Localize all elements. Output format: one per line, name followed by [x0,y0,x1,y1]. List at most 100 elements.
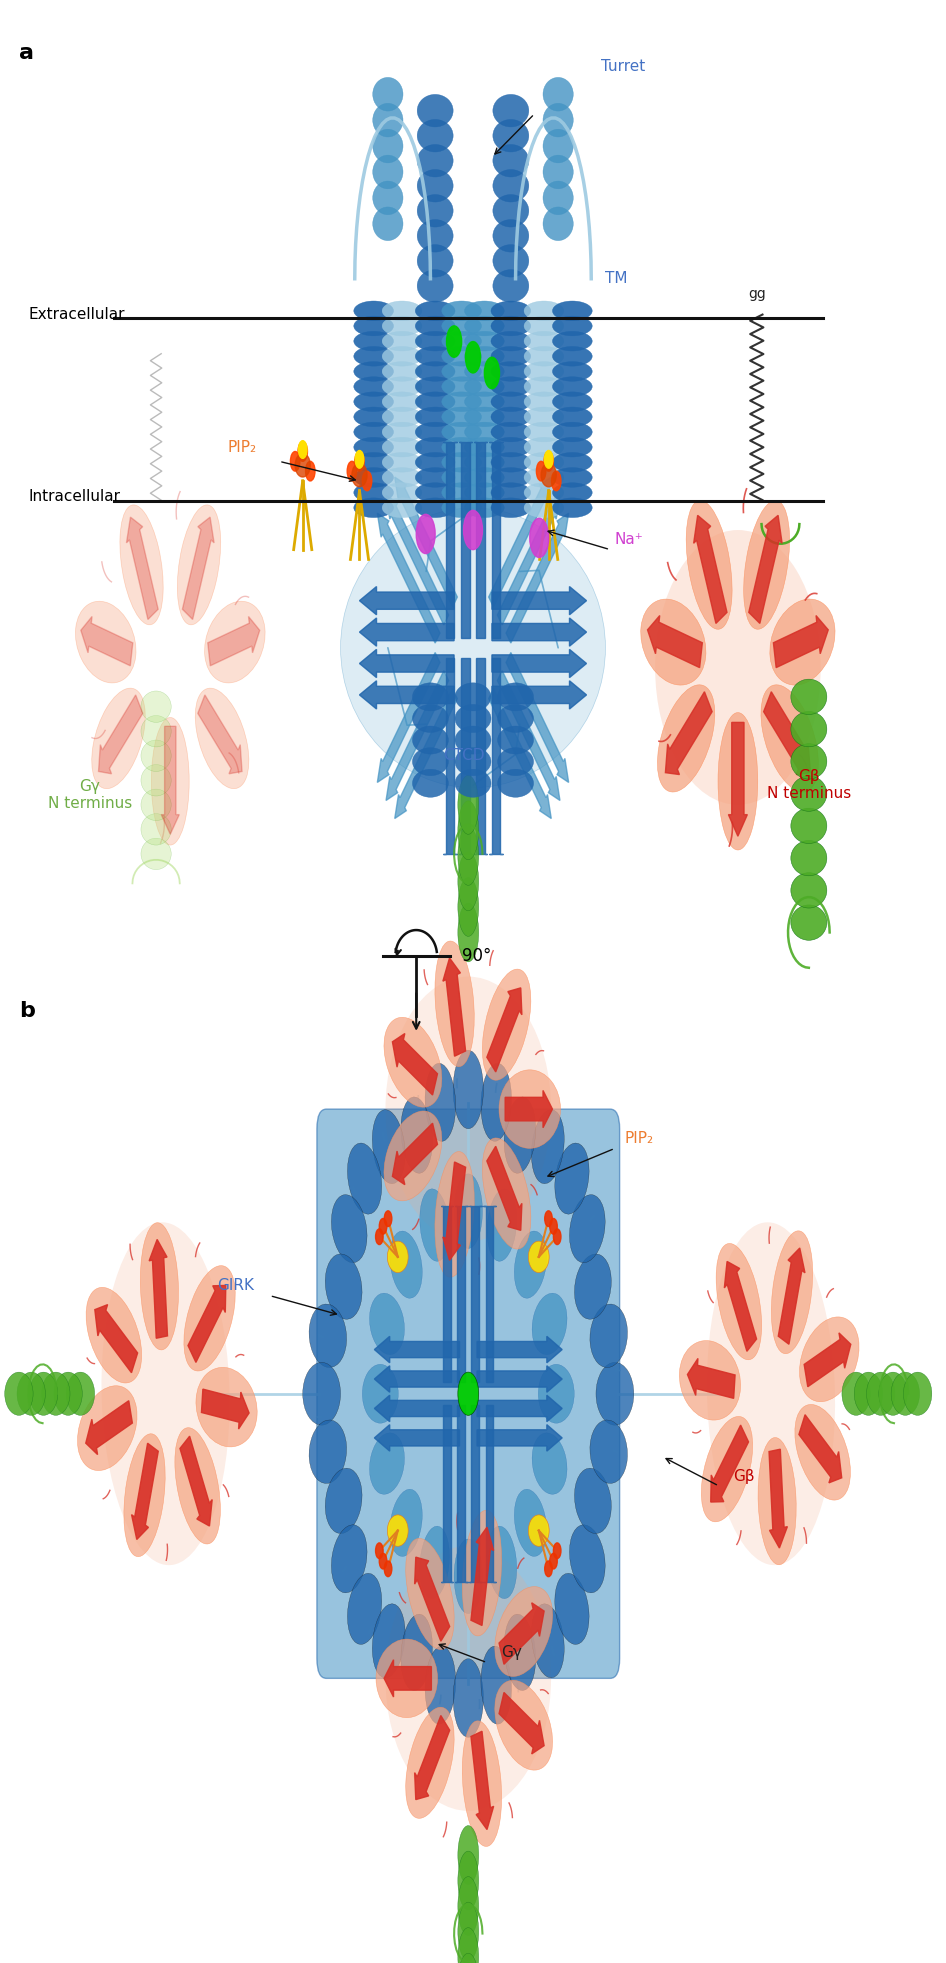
Ellipse shape [640,599,706,685]
Ellipse shape [761,685,818,791]
Ellipse shape [309,1303,346,1368]
Ellipse shape [491,377,531,397]
Ellipse shape [464,422,504,442]
Ellipse shape [487,1525,517,1598]
Ellipse shape [376,1543,383,1559]
Ellipse shape [141,716,171,746]
Ellipse shape [454,1174,482,1248]
Ellipse shape [425,1064,456,1141]
Ellipse shape [382,467,422,487]
Ellipse shape [447,326,462,357]
Ellipse shape [295,453,310,477]
Ellipse shape [382,406,422,426]
Ellipse shape [464,393,504,412]
Ellipse shape [415,393,455,412]
Ellipse shape [347,461,357,481]
Ellipse shape [354,393,394,412]
Ellipse shape [417,194,453,228]
Ellipse shape [491,499,531,518]
FancyArrow shape [375,1396,460,1421]
Ellipse shape [354,438,394,457]
Ellipse shape [54,1372,82,1415]
Text: PIP₂: PIP₂ [624,1131,654,1146]
Ellipse shape [771,1231,813,1354]
Ellipse shape [481,1647,512,1724]
Ellipse shape [903,1372,932,1415]
Ellipse shape [442,345,482,367]
FancyArrow shape [477,1366,562,1392]
FancyArrow shape [386,671,448,801]
Ellipse shape [376,1229,383,1245]
Ellipse shape [524,316,564,336]
Ellipse shape [530,518,549,557]
Ellipse shape [795,1404,850,1500]
Ellipse shape [17,1372,45,1415]
Ellipse shape [495,1680,552,1771]
Ellipse shape [491,422,531,442]
Ellipse shape [465,342,481,373]
FancyArrow shape [443,958,465,1056]
Ellipse shape [420,1525,449,1598]
FancyArrow shape [774,616,829,667]
Ellipse shape [458,1877,479,1936]
Ellipse shape [552,361,592,381]
FancyArrow shape [131,1443,158,1539]
Ellipse shape [791,840,827,875]
Ellipse shape [891,1372,920,1415]
Ellipse shape [415,406,455,426]
Ellipse shape [382,332,422,351]
Ellipse shape [204,601,265,683]
Ellipse shape [854,1372,883,1415]
FancyArrow shape [710,1425,748,1502]
FancyArrow shape [647,616,702,667]
Ellipse shape [331,1195,367,1262]
FancyArrow shape [455,1406,467,1582]
Ellipse shape [498,683,534,711]
Ellipse shape [464,316,504,336]
Ellipse shape [770,599,835,685]
FancyArrow shape [127,516,158,620]
Ellipse shape [791,874,827,909]
Ellipse shape [553,1229,561,1245]
Ellipse shape [309,1419,346,1484]
Ellipse shape [791,775,827,811]
FancyArrow shape [506,512,569,644]
Ellipse shape [120,504,164,624]
Ellipse shape [529,1241,550,1272]
FancyArrow shape [198,695,242,773]
Ellipse shape [417,169,453,202]
FancyArrow shape [474,658,487,854]
Ellipse shape [417,120,453,151]
Ellipse shape [458,852,479,911]
Ellipse shape [464,510,482,550]
Ellipse shape [141,838,171,870]
Ellipse shape [417,220,453,251]
Ellipse shape [387,1241,408,1272]
Ellipse shape [491,406,531,426]
Ellipse shape [686,501,732,630]
Ellipse shape [401,1614,432,1690]
FancyArrow shape [506,652,569,783]
Ellipse shape [86,1288,142,1384]
Text: a: a [19,43,34,63]
Ellipse shape [76,601,136,683]
Ellipse shape [544,451,553,471]
Ellipse shape [442,332,482,351]
Ellipse shape [491,393,531,412]
Ellipse shape [196,1368,257,1447]
Ellipse shape [484,357,499,389]
Ellipse shape [524,499,564,518]
FancyArrow shape [693,516,727,624]
Ellipse shape [382,393,422,412]
Ellipse shape [552,316,592,336]
Ellipse shape [442,393,482,412]
Ellipse shape [141,815,171,844]
Ellipse shape [325,1468,362,1533]
FancyArrow shape [414,1557,449,1641]
FancyArrow shape [149,1239,167,1339]
Ellipse shape [552,332,592,351]
Text: Turret: Turret [601,59,645,75]
Ellipse shape [464,438,504,457]
FancyArrow shape [441,1205,453,1382]
Ellipse shape [867,1372,895,1415]
